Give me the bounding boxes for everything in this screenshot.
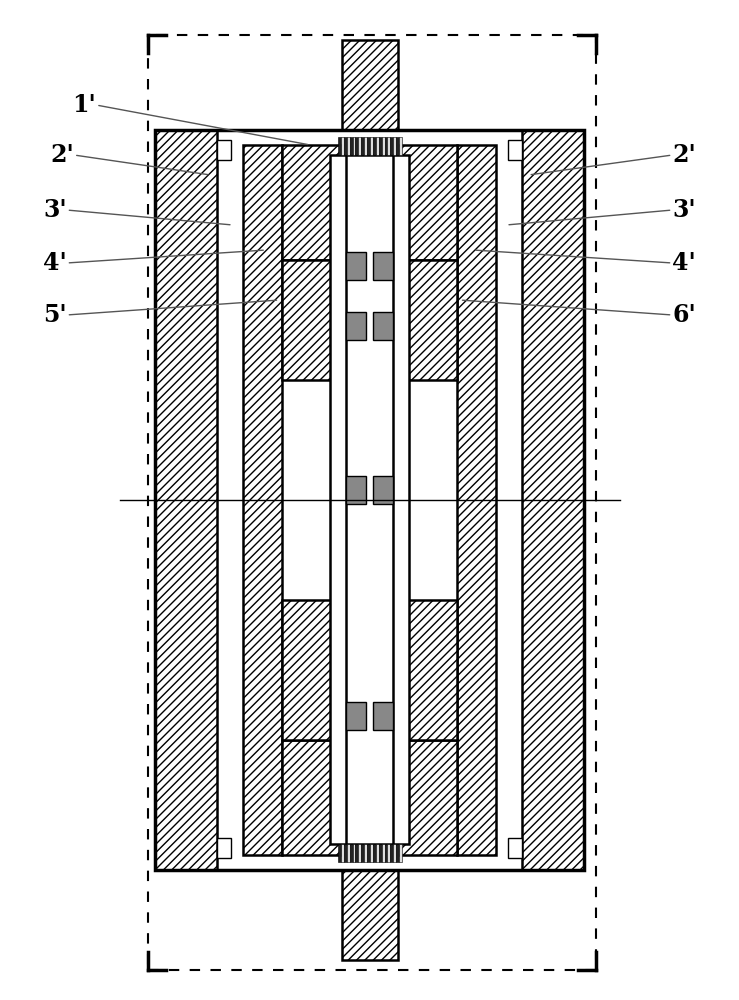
Bar: [217, 838, 231, 858]
Bar: [384, 137, 387, 155]
Text: 4': 4': [43, 251, 67, 275]
Bar: [373, 252, 393, 280]
Text: 5': 5': [43, 303, 67, 327]
Bar: [373, 476, 393, 504]
Bar: [396, 844, 399, 862]
Bar: [344, 844, 347, 862]
Bar: [350, 137, 353, 155]
Bar: [282, 145, 342, 260]
Bar: [373, 702, 393, 730]
Bar: [346, 252, 366, 280]
Bar: [398, 740, 457, 855]
Bar: [387, 137, 390, 155]
Bar: [338, 844, 341, 862]
Bar: [347, 137, 350, 155]
Bar: [155, 130, 584, 870]
Bar: [406, 600, 457, 740]
Bar: [361, 137, 364, 155]
Bar: [508, 838, 522, 858]
Bar: [350, 844, 353, 862]
Bar: [342, 40, 398, 130]
Bar: [243, 145, 282, 855]
Text: 6': 6': [672, 303, 696, 327]
Bar: [387, 844, 390, 862]
Bar: [370, 844, 373, 862]
Text: 2': 2': [672, 143, 696, 167]
Bar: [393, 155, 409, 844]
Bar: [341, 844, 344, 862]
Bar: [282, 600, 334, 740]
Bar: [353, 137, 355, 155]
Bar: [384, 844, 387, 862]
Bar: [381, 844, 384, 862]
Bar: [396, 137, 399, 155]
Bar: [282, 260, 334, 380]
Bar: [390, 137, 393, 155]
Bar: [346, 702, 366, 730]
Bar: [364, 844, 367, 862]
Bar: [364, 137, 367, 155]
Bar: [338, 137, 341, 155]
Bar: [522, 130, 584, 870]
Bar: [367, 844, 370, 862]
Bar: [399, 137, 402, 155]
Bar: [346, 476, 366, 504]
Bar: [508, 140, 522, 160]
Text: 3': 3': [43, 198, 67, 222]
Bar: [342, 155, 398, 844]
Bar: [393, 137, 396, 155]
Bar: [358, 137, 361, 155]
Bar: [376, 137, 378, 155]
Bar: [381, 137, 384, 155]
Bar: [217, 140, 231, 160]
Bar: [373, 137, 376, 155]
Bar: [330, 155, 346, 844]
Text: 4': 4': [672, 251, 696, 275]
Bar: [406, 260, 457, 380]
Bar: [367, 137, 370, 155]
Text: 2': 2': [50, 143, 74, 167]
Bar: [457, 145, 496, 855]
Bar: [148, 35, 596, 970]
Bar: [346, 312, 366, 340]
Bar: [347, 844, 350, 862]
Bar: [155, 130, 217, 870]
Bar: [390, 844, 393, 862]
Bar: [399, 844, 402, 862]
Bar: [342, 870, 398, 960]
Bar: [378, 844, 381, 862]
Bar: [353, 844, 355, 862]
Bar: [344, 137, 347, 155]
Text: 3': 3': [672, 198, 696, 222]
Bar: [366, 155, 393, 844]
Bar: [378, 137, 381, 155]
Bar: [282, 740, 342, 855]
Bar: [376, 844, 378, 862]
Bar: [373, 312, 393, 340]
Bar: [355, 137, 358, 155]
Bar: [370, 137, 373, 155]
Bar: [361, 844, 364, 862]
Bar: [398, 145, 457, 260]
Bar: [373, 844, 376, 862]
Bar: [341, 137, 344, 155]
Bar: [393, 844, 396, 862]
Text: 1': 1': [72, 93, 96, 117]
Bar: [355, 844, 358, 862]
Bar: [358, 844, 361, 862]
